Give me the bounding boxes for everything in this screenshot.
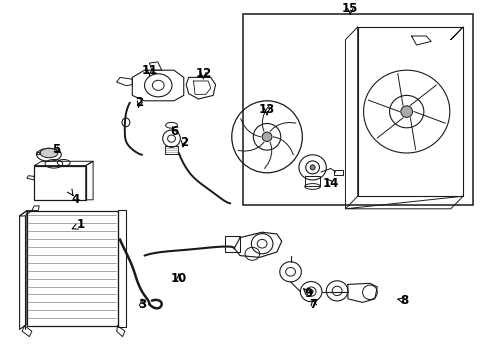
Text: 8: 8: [400, 294, 408, 307]
Text: 10: 10: [171, 273, 187, 285]
Text: 15: 15: [342, 3, 359, 15]
Text: 4: 4: [72, 193, 80, 206]
Text: 14: 14: [322, 177, 339, 190]
Ellipse shape: [401, 106, 413, 117]
Bar: [225, 236, 240, 252]
Bar: [27, 211, 118, 326]
Text: 7: 7: [310, 298, 318, 311]
Ellipse shape: [262, 132, 272, 141]
Text: 2: 2: [180, 136, 188, 149]
Ellipse shape: [309, 290, 313, 293]
Text: 13: 13: [259, 103, 275, 116]
Text: 6: 6: [170, 125, 178, 138]
Bar: [118, 210, 126, 327]
Text: 12: 12: [195, 67, 212, 80]
Bar: [34, 166, 86, 200]
Ellipse shape: [40, 148, 58, 158]
Ellipse shape: [310, 165, 315, 170]
Bar: [165, 146, 178, 154]
Bar: [243, 14, 473, 205]
Bar: [305, 176, 320, 186]
Text: 2: 2: [136, 96, 144, 109]
Text: 9: 9: [305, 287, 313, 300]
Text: 1: 1: [77, 219, 85, 231]
Text: 3: 3: [138, 298, 146, 311]
Text: 11: 11: [141, 64, 158, 77]
Bar: [334, 170, 343, 175]
Text: 5: 5: [52, 143, 60, 156]
